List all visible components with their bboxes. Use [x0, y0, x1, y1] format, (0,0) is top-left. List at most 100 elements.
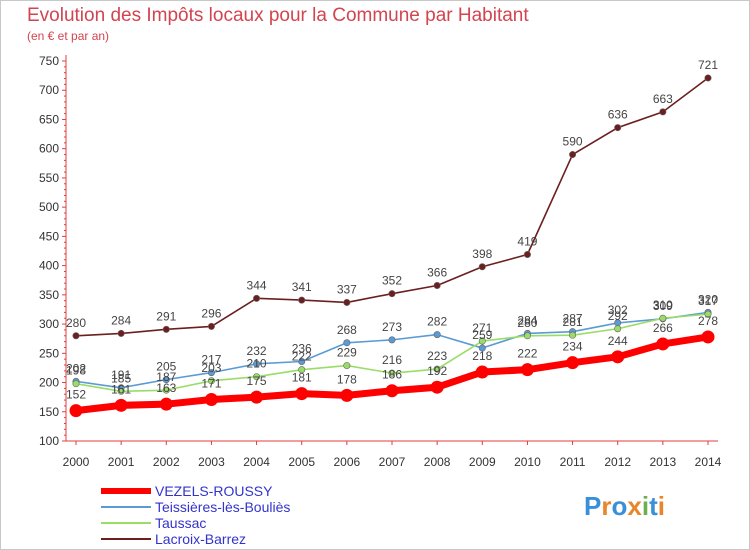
logo-letter: r — [601, 491, 612, 521]
data-label: 222 — [517, 347, 537, 361]
data-point — [433, 365, 441, 373]
data-label: 161 — [111, 382, 131, 396]
data-label: 317 — [698, 294, 718, 308]
y-tick-label: 400 — [39, 259, 59, 273]
data-label: 287 — [563, 312, 583, 326]
data-label: 352 — [382, 274, 402, 288]
data-label: 266 — [653, 321, 673, 335]
data-label: 419 — [517, 235, 537, 249]
data-label: 216 — [382, 353, 402, 367]
chart-title: Evolution des Impôts locaux pour la Comm… — [27, 5, 529, 26]
data-label: 268 — [337, 323, 357, 337]
data-label: 398 — [472, 247, 492, 261]
data-label: 259 — [472, 328, 492, 342]
data-point — [656, 337, 670, 351]
data-point — [385, 384, 399, 398]
data-label: 205 — [156, 360, 176, 374]
data-label: 721 — [698, 58, 718, 72]
data-point — [207, 377, 215, 385]
data-point — [701, 330, 715, 344]
data-label: 302 — [608, 303, 628, 317]
data-label: 273 — [382, 320, 402, 334]
proxiti-logo: Proxiti — [584, 491, 665, 522]
data-label: 222 — [292, 350, 312, 364]
data-label: 344 — [247, 278, 267, 292]
chart-legend: VEZELS-ROUSSY Teissières-lès-Bouliès Tau… — [101, 483, 361, 547]
data-label: 192 — [427, 364, 447, 378]
legend-label: Teissières-lès-Bouliès — [155, 499, 291, 515]
data-label: 291 — [156, 309, 176, 323]
x-tick-label: 2005 — [288, 455, 315, 469]
data-point — [207, 369, 215, 377]
data-point — [388, 290, 396, 298]
data-label: 229 — [337, 346, 357, 360]
legend-swatch — [101, 488, 151, 494]
data-label: 171 — [201, 376, 221, 390]
data-label: 280 — [66, 316, 86, 330]
legend-swatch — [101, 506, 151, 508]
data-label: 590 — [563, 135, 583, 149]
chart-subtitle: (en € et par an) — [27, 29, 110, 43]
data-label: 271 — [472, 321, 492, 335]
data-label: 663 — [653, 92, 673, 106]
y-tick-label: 200 — [39, 376, 59, 390]
data-point — [343, 362, 351, 370]
data-label: 341 — [292, 280, 312, 294]
data-point — [388, 369, 396, 377]
data-point — [569, 151, 577, 159]
data-point — [611, 350, 625, 364]
y-tick-label: 150 — [39, 405, 59, 419]
data-point — [659, 314, 667, 322]
data-point — [569, 331, 577, 339]
data-point — [614, 124, 622, 132]
data-label: 175 — [247, 374, 267, 388]
data-point — [204, 392, 218, 406]
data-label: 320 — [698, 292, 718, 306]
y-tick-label: 750 — [39, 54, 59, 68]
data-point — [253, 360, 261, 368]
data-point — [114, 398, 128, 412]
logo-letter: o — [611, 491, 628, 521]
data-point — [659, 108, 667, 116]
y-tick-label: 100 — [39, 434, 59, 448]
y-tick-label: 450 — [39, 229, 59, 243]
data-label: 366 — [427, 265, 447, 279]
y-tick-label: 300 — [39, 317, 59, 331]
data-point — [298, 357, 306, 365]
data-point — [298, 366, 306, 374]
x-tick-label: 2003 — [198, 455, 225, 469]
legend-item-teissieres-les-boulies[interactable]: Teissières-lès-Bouliès — [101, 499, 361, 515]
y-tick-label: 700 — [39, 83, 59, 97]
legend-item-vezels-roussy[interactable]: VEZELS-ROUSSY — [101, 483, 361, 499]
data-point — [704, 310, 712, 318]
legend-item-taussac[interactable]: Taussac — [101, 515, 361, 531]
data-point — [433, 331, 441, 339]
data-point — [72, 380, 80, 388]
data-label: 337 — [337, 282, 357, 296]
data-label: 232 — [247, 344, 267, 358]
data-point — [478, 344, 486, 352]
legend-item-lacroix-barrez[interactable]: Lacroix-Barrez — [101, 531, 361, 547]
y-tick-label: 250 — [39, 346, 59, 360]
data-label: 278 — [698, 314, 718, 328]
data-label: 236 — [292, 341, 312, 355]
data-label: 191 — [111, 368, 131, 382]
y-tick-label: 600 — [39, 142, 59, 156]
data-point — [520, 363, 534, 377]
data-point — [523, 251, 531, 259]
data-label: 185 — [111, 371, 131, 385]
data-label: 284 — [517, 313, 537, 327]
x-tick-label: 2006 — [334, 455, 361, 469]
legend-swatch — [101, 538, 151, 540]
data-label: 203 — [201, 361, 221, 375]
y-tick-label: 550 — [39, 171, 59, 185]
x-tick-label: 2010 — [514, 455, 541, 469]
data-point — [69, 404, 83, 418]
data-point — [117, 329, 125, 337]
logo-letter: i — [657, 491, 665, 521]
x-tick-label: 2002 — [153, 455, 180, 469]
data-label: 636 — [608, 108, 628, 122]
data-label: 217 — [201, 353, 221, 367]
